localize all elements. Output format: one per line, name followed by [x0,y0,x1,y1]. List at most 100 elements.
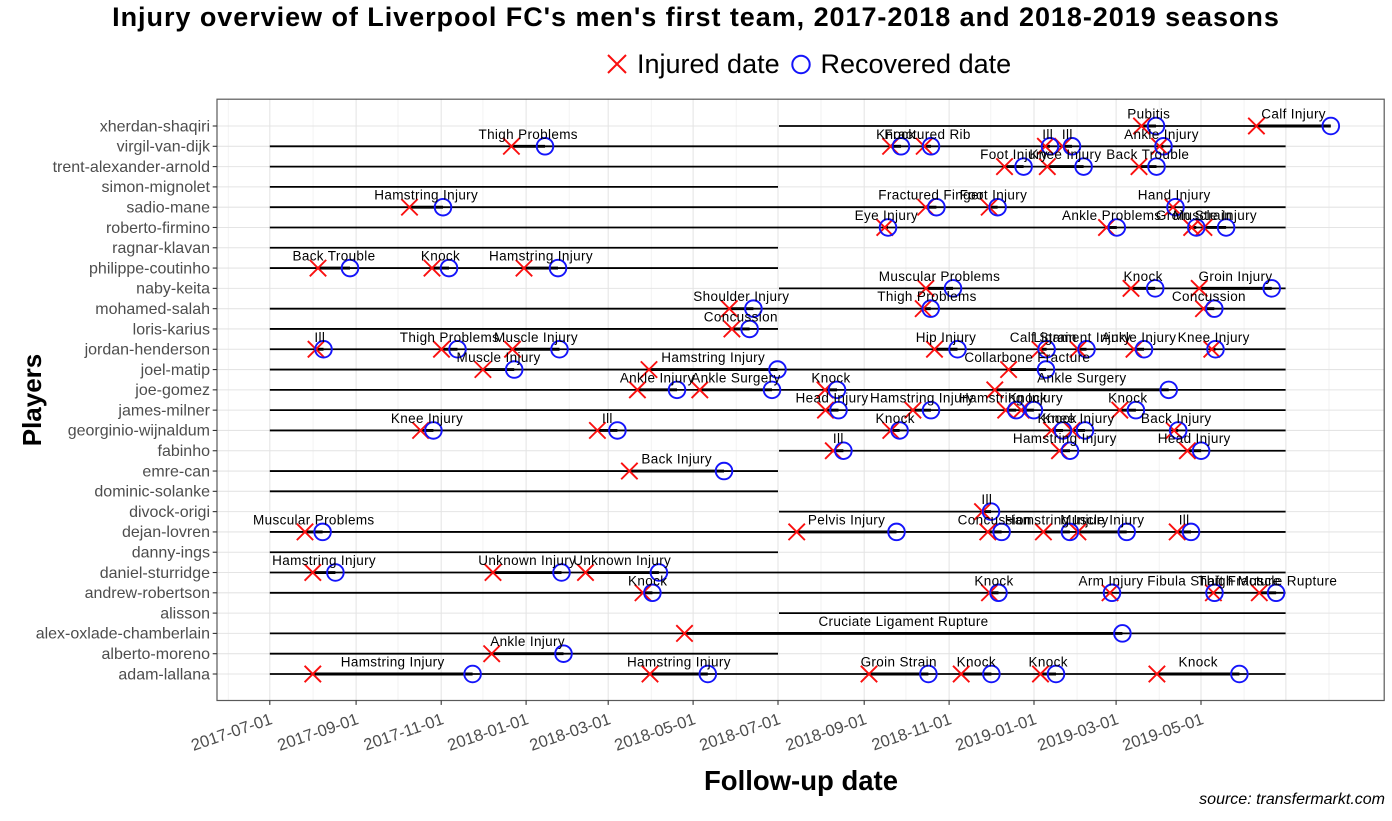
svg-text:Back Injury: Back Injury [641,452,712,467]
svg-text:Knock: Knock [1108,391,1147,406]
svg-text:Back Trouble: Back Trouble [1106,147,1189,162]
svg-text:Foot Injury: Foot Injury [980,147,1048,162]
svg-text:adam-lallana: adam-lallana [118,666,210,683]
svg-text:Knock: Knock [811,370,850,385]
svg-text:georginio-wijnaldum: georginio-wijnaldum [68,423,210,440]
svg-text:Injured date: Injured date [637,49,780,79]
svg-text:Hamstring Injury: Hamstring Injury [374,188,478,203]
svg-text:Follow-up date: Follow-up date [704,765,898,796]
svg-text:Hip Injury: Hip Injury [916,330,977,345]
svg-text:Shoulder Injury: Shoulder Injury [693,289,789,304]
svg-text:Knee Injury: Knee Injury [1178,330,1250,345]
svg-text:Ankle Injury: Ankle Injury [490,634,565,649]
svg-text:Head Injury: Head Injury [796,391,869,406]
svg-text:Ankle Injury: Ankle Injury [1124,127,1199,142]
svg-text:Hamstring Injury: Hamstring Injury [1013,431,1117,446]
svg-text:dominic-solanke: dominic-solanke [94,484,210,501]
svg-text:Ligament Injury: Ligament Injury [1033,330,1131,345]
svg-text:Concussion: Concussion [704,309,778,324]
svg-text:Arm Injury: Arm Injury [1078,573,1143,588]
svg-text:Muscle Injury: Muscle Injury [1173,208,1257,223]
svg-text:Thigh Problems: Thigh Problems [478,127,577,142]
svg-text:Fractured Rib: Fractured Rib [884,127,970,142]
svg-text:Foot Injury: Foot Injury [960,188,1028,203]
svg-text:Muscle Injury: Muscle Injury [457,350,541,365]
svg-text:Injury overview of Liverpool F: Injury overview of Liverpool FC's men's … [112,2,1280,32]
svg-text:Knock: Knock [876,127,915,142]
svg-text:trent-alexander-arnold: trent-alexander-arnold [53,159,210,176]
svg-text:Pelvis Injury: Pelvis Injury [808,512,885,527]
svg-text:Hamstring Injury: Hamstring Injury [341,655,445,670]
svg-text:Knock: Knock [1179,655,1218,670]
svg-text:Knock: Knock [628,573,667,588]
svg-text:Hand Injury: Hand Injury [1138,188,1211,203]
svg-text:Ill: Ill [1042,127,1053,142]
svg-text:james-milner: james-milner [117,402,210,419]
svg-text:Ill: Ill [833,431,844,446]
svg-text:philippe-coutinho: philippe-coutinho [89,260,210,277]
svg-text:mohamed-salah: mohamed-salah [95,301,210,318]
svg-text:dejan-lovren: dejan-lovren [122,524,210,541]
svg-text:source: transfermarkt.com: source: transfermarkt.com [1199,791,1385,808]
svg-text:Knee Injury: Knee Injury [1042,411,1114,426]
svg-text:simon-mignolet: simon-mignolet [102,179,211,196]
svg-text:Knock: Knock [421,249,460,264]
svg-text:Back Trouble: Back Trouble [293,249,376,264]
svg-text:Collarbone Fracture: Collarbone Fracture [964,350,1090,365]
svg-text:Fractured Finger: Fractured Finger [878,188,984,203]
svg-text:loris-karius: loris-karius [133,321,210,338]
svg-text:Ill: Ill [1179,512,1190,527]
svg-text:Hamstring Injury: Hamstring Injury [489,249,593,264]
svg-text:Unknown Injury: Unknown Injury [478,553,576,568]
svg-text:Knee Injury: Knee Injury [391,411,463,426]
svg-text:ragnar-klavan: ragnar-klavan [112,240,210,257]
svg-text:Thigh Problems: Thigh Problems [877,289,976,304]
svg-text:jordan-henderson: jordan-henderson [84,342,210,359]
svg-text:Ill: Ill [602,411,613,426]
svg-text:Muscle Injury: Muscle Injury [1060,512,1144,527]
svg-text:Knock: Knock [1008,391,1047,406]
svg-text:Knock: Knock [876,411,915,426]
svg-text:daniel-sturridge: daniel-sturridge [100,565,210,582]
svg-text:sadio-mane: sadio-mane [126,199,210,216]
svg-text:fabinho: fabinho [158,443,211,460]
svg-text:Hamstring Injury: Hamstring Injury [1005,512,1109,527]
svg-text:Hamstring Injury: Hamstring Injury [627,655,731,670]
svg-text:Concussion: Concussion [1172,289,1246,304]
svg-text:Ill: Ill [981,492,992,507]
svg-text:virgil-van-dijk: virgil-van-dijk [117,139,211,156]
svg-text:Concussion: Concussion [958,512,1032,527]
svg-text:emre-can: emre-can [142,463,210,480]
svg-text:Thigh Problems: Thigh Problems [400,330,499,345]
svg-text:Knock: Knock [1029,655,1068,670]
svg-text:Ankle Surgery: Ankle Surgery [1037,370,1126,385]
svg-text:naby-keita: naby-keita [136,281,210,298]
svg-text:Back Injury: Back Injury [1141,411,1212,426]
svg-text:xherdan-shaqiri: xherdan-shaqiri [100,118,210,135]
svg-text:Ankle Surgery: Ankle Surgery [691,370,780,385]
svg-text:Players: Players [17,354,47,447]
svg-text:joel-matip: joel-matip [140,362,210,379]
svg-text:Thigh Muscle Rupture: Thigh Muscle Rupture [1198,573,1337,588]
svg-text:Knock: Knock [1123,269,1162,284]
svg-text:danny-ings: danny-ings [132,545,210,562]
svg-text:alberto-moreno: alberto-moreno [102,646,211,663]
svg-text:divock-origi: divock-origi [129,504,210,521]
svg-text:Muscle Injury: Muscle Injury [494,330,578,345]
svg-text:alex-oxlade-chamberlain: alex-oxlade-chamberlain [36,626,210,643]
svg-text:Pubitis: Pubitis [1127,107,1170,122]
svg-text:Ankle Injury: Ankle Injury [620,370,695,385]
svg-text:Fibula Shaft Fracture: Fibula Shaft Fracture [1147,573,1280,588]
svg-text:Groin Strain: Groin Strain [1156,208,1232,223]
svg-text:Ill: Ill [314,330,325,345]
svg-text:roberto-firmino: roberto-firmino [106,220,210,237]
svg-text:Knock: Knock [957,655,996,670]
svg-text:Calf Injury: Calf Injury [1261,107,1326,122]
svg-text:Muscular Problems: Muscular Problems [879,269,1000,284]
svg-text:andrew-robertson: andrew-robertson [85,585,210,602]
svg-text:Hamstring Injury: Hamstring Injury [959,391,1063,406]
svg-text:Hamstring Injury: Hamstring Injury [661,350,765,365]
svg-text:Calf Strain: Calf Strain [1010,330,1077,345]
svg-text:Head Injury: Head Injury [1158,431,1231,446]
svg-text:Unknown Injury: Unknown Injury [573,553,671,568]
